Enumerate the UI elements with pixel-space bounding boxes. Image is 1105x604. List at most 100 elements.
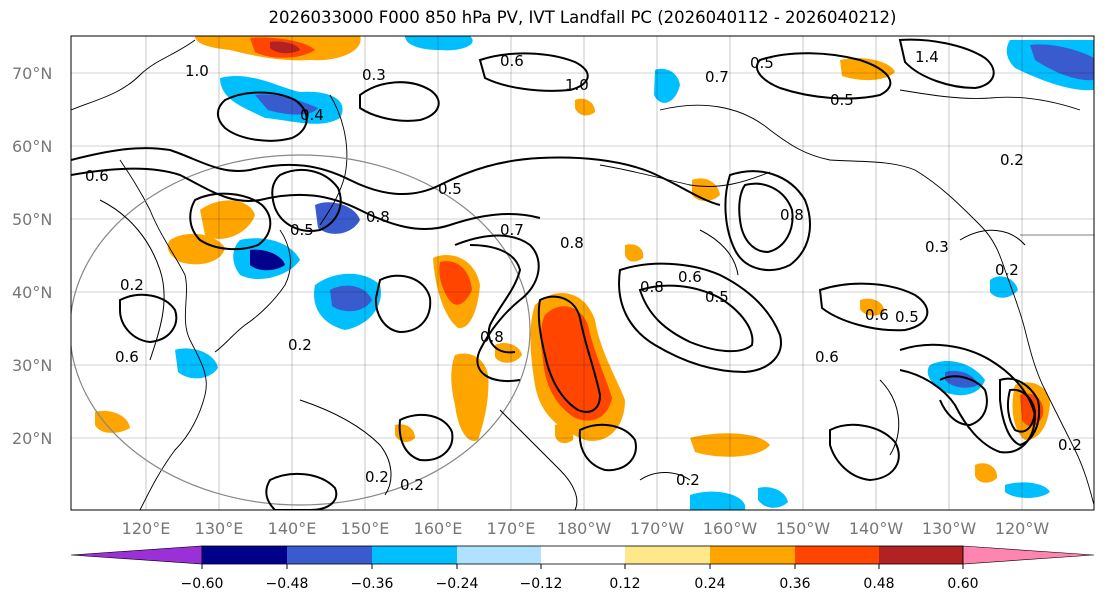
coastline-arctic <box>899 89 1081 111</box>
contour-label: 0.5 <box>830 91 854 109</box>
lon-label: 150°W <box>776 519 831 538</box>
pv-blob-neg <box>250 249 285 271</box>
contour-lines-thick <box>71 38 1040 510</box>
lon-label: 180°W <box>557 519 612 538</box>
pv-blob-neg <box>1005 482 1050 498</box>
colorbar-tick-label: −0.48 <box>266 576 309 592</box>
coastlines <box>71 39 1094 510</box>
map-title: 2026033000 F000 850 hPa PV, IVT Landfall… <box>268 8 897 27</box>
contour-label: 0.5 <box>895 308 919 326</box>
lon-label: 120°E <box>122 519 171 538</box>
pv-blob-neg <box>175 348 218 379</box>
contour-label: 0.8 <box>640 278 664 296</box>
contour-label: 1.4 <box>915 48 939 66</box>
contour-label: 0.2 <box>400 476 424 494</box>
lon-label: 140°E <box>268 519 317 538</box>
colorbar-tick-label: 0.12 <box>609 576 640 592</box>
pv-blob-pos <box>975 463 998 483</box>
contour-label: 0.2 <box>120 276 144 294</box>
lon-label: 120°W <box>995 519 1050 538</box>
colorbar-frame <box>201 545 964 565</box>
contour-label: 0.3 <box>925 238 949 256</box>
contour-label: 0.8 <box>366 208 390 226</box>
graticule <box>71 36 1094 510</box>
colorbar-segment <box>372 546 457 564</box>
contour-labels: 0.6 1.0 0.3 1.0 0.7 0.5 1.4 0.5 0.5 0.2 … <box>85 48 1082 494</box>
pv-shading <box>95 36 1094 510</box>
contour-label: 0.7 <box>705 68 729 86</box>
colorbar-tick-label: 0.24 <box>694 576 725 592</box>
pv-blob-neg <box>654 68 680 103</box>
pv-blob-neg <box>990 276 1018 298</box>
coastline-namerica <box>1004 269 1094 506</box>
contour-label: 0.8 <box>480 328 504 346</box>
colorbar-tick-label: −0.12 <box>520 576 563 592</box>
pv-blob-pos <box>95 410 130 433</box>
longitude-labels: 120°E 130°E 140°E 150°E 160°E 170°E 180°… <box>122 519 1050 538</box>
pv-blob-neg <box>690 491 745 510</box>
lat-label: 40°N <box>12 283 52 302</box>
pv-blob-pos <box>555 423 574 444</box>
contour-label: 0.5 <box>290 221 314 239</box>
lat-label: 30°N <box>12 356 52 375</box>
lat-label: 60°N <box>12 137 52 156</box>
colorbar-segment <box>457 546 541 564</box>
contour-label: 0.6 <box>115 348 139 366</box>
colorbar-segment <box>287 546 372 564</box>
colorbar-segment <box>962 545 1095 565</box>
lon-label: 140°W <box>849 519 904 538</box>
colorbar-segment <box>541 546 625 564</box>
pv-blob-pos <box>692 178 720 201</box>
pv-blob-neg <box>1030 44 1094 81</box>
contour-label: 0.6 <box>500 52 524 70</box>
contour-label: 0.6 <box>85 167 109 185</box>
contour-label: 0.7 <box>500 221 524 239</box>
contour-label: 0.3 <box>362 66 386 84</box>
colorbar-tick-label: −0.24 <box>436 576 479 592</box>
contour-label: 0.2 <box>288 336 312 354</box>
lon-label: 150°E <box>341 519 390 538</box>
contour-label: 0.6 <box>815 348 839 366</box>
lat-label: 50°N <box>12 210 52 229</box>
lon-label: 160°E <box>414 519 463 538</box>
contour-label: 0.2 <box>1058 436 1082 454</box>
reference-circle <box>71 154 531 506</box>
colorbar-segment <box>202 546 287 564</box>
pv-blob-pos <box>439 261 472 305</box>
colorbar-tick-label: 0.48 <box>863 576 894 592</box>
coastline-japan <box>214 229 291 353</box>
colorbar-segment <box>625 546 710 564</box>
map-frame <box>70 35 1095 511</box>
colorbar-segment <box>879 546 963 564</box>
pv-blob-neg <box>255 94 318 115</box>
contour-label: 1.0 <box>565 76 589 94</box>
colorbar-tick-label: −0.60 <box>181 576 224 592</box>
pv-blob-pos <box>270 41 300 54</box>
contour-label: 0.2 <box>676 471 700 489</box>
contour-label: 0.5 <box>750 54 774 72</box>
lon-label: 130°E <box>195 519 244 538</box>
lon-label: 160°W <box>703 519 758 538</box>
lon-label: 130°W <box>922 519 977 538</box>
colorbar: −0.60 −0.48 −0.36 −0.24 −0.12 0.12 0.24 … <box>70 545 1095 592</box>
pv-blob-pos <box>451 353 489 441</box>
contour-lines-thin <box>99 199 1026 510</box>
colorbar-segment <box>710 546 795 564</box>
lon-label: 170°W <box>630 519 685 538</box>
pv-blob-neg <box>330 285 372 312</box>
colorbar-segment <box>795 546 879 564</box>
pv-blob-neg <box>945 370 978 388</box>
contour-label: 0.5 <box>438 180 462 198</box>
contour-label: 0.5 <box>705 288 729 306</box>
coastline-asia <box>71 39 207 510</box>
latitude-labels: 70°N 60°N 50°N 40°N 30°N 20°N <box>12 64 52 448</box>
colorbar-tick-label: 0.60 <box>947 576 978 592</box>
lon-label: 170°E <box>487 519 536 538</box>
contour-label: 0.2 <box>995 261 1019 279</box>
contour-label: 0.8 <box>780 206 804 224</box>
contour-label: 0.6 <box>865 306 889 324</box>
coastline-kamchatka <box>319 94 348 226</box>
pv-blob-neg <box>758 487 788 508</box>
contour-label: 0.2 <box>1000 151 1024 169</box>
